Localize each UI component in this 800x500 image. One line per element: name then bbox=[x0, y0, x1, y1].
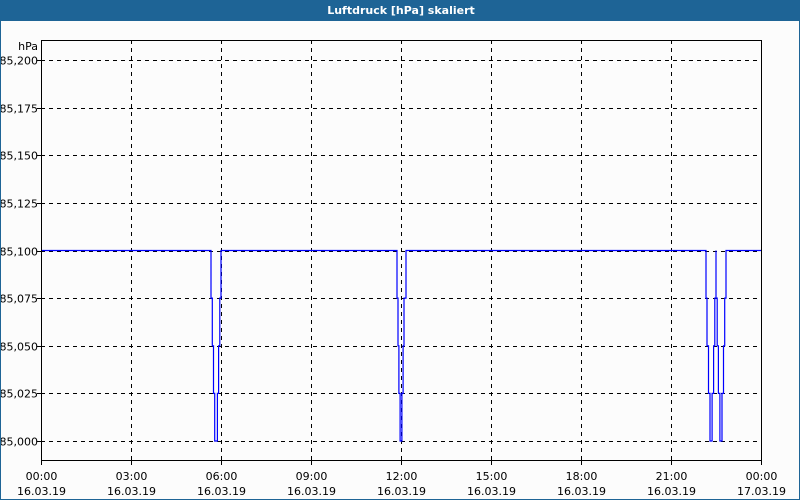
y-tick-label: 985,125 bbox=[1, 198, 38, 211]
x-tick-date: 16.03.19 bbox=[107, 485, 156, 498]
x-tick-time: 03:00 bbox=[116, 470, 148, 483]
chart-title: Luftdruck [hPa] skaliert bbox=[1, 0, 799, 21]
y-tick-label: 985,075 bbox=[1, 293, 38, 306]
y-tick-label: 985,100 bbox=[1, 246, 38, 259]
y-tick-label: 985,000 bbox=[1, 436, 38, 449]
x-tick-date: 16.03.19 bbox=[197, 485, 246, 498]
y-tick-label: 985,050 bbox=[1, 341, 38, 354]
x-tick-time: 00:00 bbox=[26, 470, 58, 483]
x-tick-date: 16.03.19 bbox=[377, 485, 426, 498]
x-tick-date: 17.03.19 bbox=[737, 485, 786, 498]
x-tick-date: 16.03.19 bbox=[287, 485, 336, 498]
y-tick-label: 985,150 bbox=[1, 150, 38, 163]
x-tick-date: 16.03.19 bbox=[467, 485, 516, 498]
x-tick-time: 21:00 bbox=[656, 470, 688, 483]
y-tick-label: 985,200 bbox=[1, 55, 38, 68]
x-tick-date: 16.03.19 bbox=[647, 485, 696, 498]
y-axis-unit: hPa bbox=[18, 40, 38, 53]
x-tick-time: 18:00 bbox=[566, 470, 598, 483]
series-line bbox=[41, 249, 761, 442]
x-tick-time: 00:00 bbox=[746, 470, 778, 483]
y-tick-label: 985,025 bbox=[1, 388, 38, 401]
x-tick-date: 16.03.19 bbox=[557, 485, 606, 498]
x-tick-time: 09:00 bbox=[296, 470, 328, 483]
y-tick-label: 985,175 bbox=[1, 103, 38, 116]
x-tick-date: 16.03.19 bbox=[17, 485, 66, 498]
x-tick-time: 15:00 bbox=[476, 470, 508, 483]
x-tick-time: 12:00 bbox=[386, 470, 418, 483]
x-tick-time: 06:00 bbox=[206, 470, 238, 483]
